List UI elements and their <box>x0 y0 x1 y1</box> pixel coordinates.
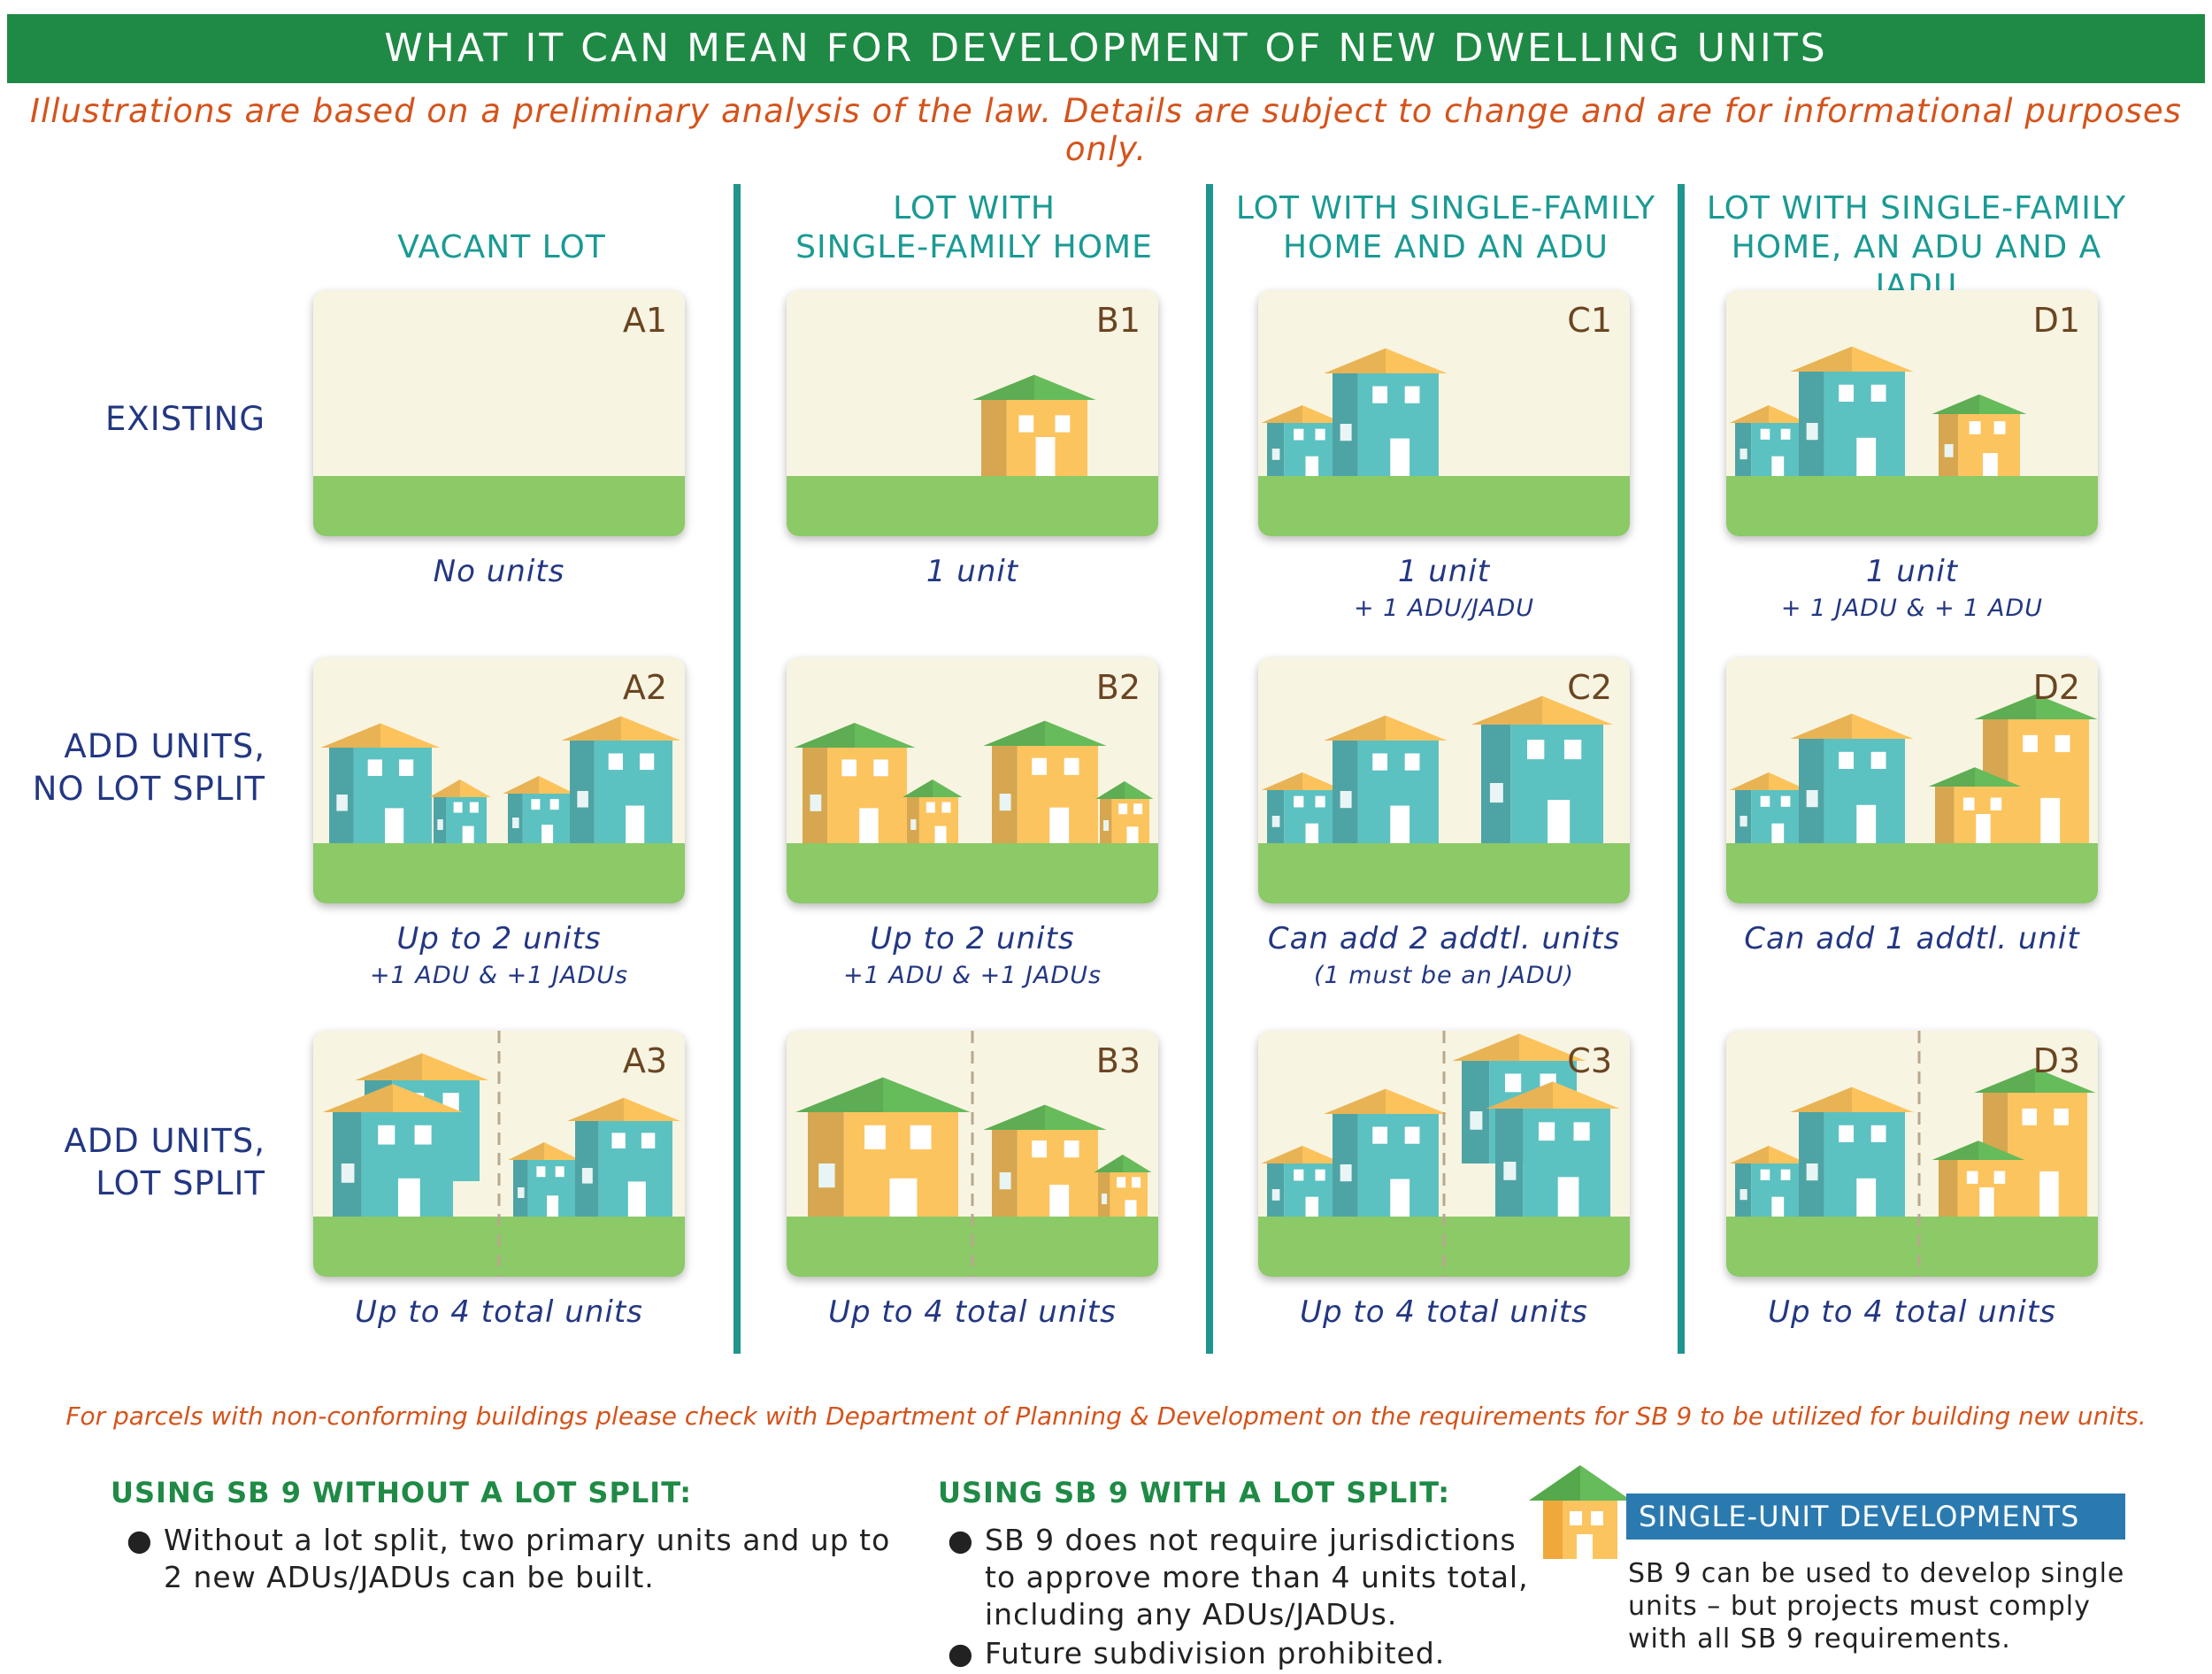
card-b3: B3 <box>787 1031 1158 1277</box>
card-subcaption: +1 ADU & +1 JADUs <box>842 962 1102 989</box>
card-label: D3 <box>2032 1041 2080 1080</box>
house-icon <box>1324 715 1448 843</box>
card-caption: 1 unit <box>1865 554 1959 589</box>
card-label: B1 <box>1095 301 1141 340</box>
column-header-vacant-lot: VACANT LOT <box>397 229 606 265</box>
card-label: C3 <box>1567 1041 1612 1080</box>
card-label: B3 <box>1095 1041 1141 1080</box>
card-caption: No units <box>433 554 565 589</box>
row-header-add-units-lot-split: ADD UNITS, LOT SPLIT <box>64 1122 265 1202</box>
house-icon <box>794 723 916 843</box>
card-subcaption: + 1 ADU/JADU <box>1353 595 1535 622</box>
house-icon <box>972 374 1096 476</box>
house-icon <box>1729 1146 1809 1217</box>
card-caption: Up to 4 total units <box>1768 1294 2056 1330</box>
card-b1: B1 <box>787 290 1158 536</box>
card-caption: Up to 4 total units <box>1300 1294 1588 1330</box>
card-caption: 1 unit <box>926 554 1019 589</box>
footnote: For parcels with non-conforming building… <box>65 1401 2147 1431</box>
house-icon <box>1790 1087 1914 1217</box>
without-split-bullet: ● Without a lot split, two primary units… <box>127 1523 891 1594</box>
single-unit-heading: SINGLE-UNIT DEVELOPMENTS <box>1626 1494 2125 1540</box>
card-caption: Up to 4 total units <box>355 1294 643 1330</box>
row-header-add-units-no-split: ADD UNITS, NO LOT SPLIT <box>32 727 265 808</box>
card-c3: C3 <box>1258 1031 1630 1277</box>
card-caption: 1 unit <box>1397 554 1491 589</box>
card-label: C2 <box>1567 668 1612 707</box>
card-caption: Can add 1 addtl. unit <box>1744 921 2080 956</box>
house-icon <box>1095 781 1154 843</box>
column-header-single-family-home: LOT WITH SINGLE-FAMILY HOME <box>795 190 1153 265</box>
card-caption: Can add 2 addtl. units <box>1267 921 1621 956</box>
card-d2: D2 <box>1726 657 2098 903</box>
column-header-home-adu-jadu: LOT WITH SINGLE-FAMILY HOME, AN ADU AND A… <box>1706 190 2127 304</box>
house-icon <box>320 723 441 843</box>
card-caption: Up to 4 total units <box>828 1294 1117 1330</box>
card-b2: B2 <box>787 657 1158 903</box>
house-icon <box>508 1142 580 1217</box>
without-split-heading: USING SB 9 WITHOUT A LOT SPLIT: <box>111 1476 693 1509</box>
column-divider <box>733 184 741 1354</box>
single-house-icon <box>1529 1465 1632 1559</box>
card-label: D1 <box>2032 301 2080 340</box>
disclaimer: Illustrations are based on a preliminary… <box>30 92 2182 168</box>
card-label: A1 <box>622 301 667 340</box>
card-label: C1 <box>1567 301 1612 340</box>
house-icon <box>1932 1140 2025 1217</box>
card-label: A2 <box>622 668 667 707</box>
house-icon <box>1261 1146 1344 1217</box>
house-icon <box>1729 772 1809 843</box>
card-subcaption: (1 must be an JADU) <box>1313 962 1575 989</box>
with-split-bullet-2: ● Future subdivision prohibited. <box>948 1636 1446 1670</box>
card-subcaption: + 1 JADU & + 1 ADU <box>1780 595 2044 622</box>
card-label: A3 <box>622 1041 667 1080</box>
house-icon <box>1974 694 2098 843</box>
card-c1: C1 <box>1258 290 1630 536</box>
card-d3: D3 <box>1726 1031 2098 1277</box>
card-a2: A2 <box>313 657 685 903</box>
house-icon <box>1486 1081 1620 1217</box>
card-a3: A3 <box>313 1031 685 1277</box>
house-icon <box>902 779 963 843</box>
with-split-heading: USING SB 9 WITH A LOT SPLIT: <box>938 1476 1451 1509</box>
house-icon <box>1471 695 1614 843</box>
card-caption: Up to 2 units <box>396 921 602 956</box>
row-header-existing: EXISTING <box>105 400 265 438</box>
with-split-bullet-1: ● SB 9 does not require jurisdictions to… <box>948 1523 1529 1632</box>
house-icon <box>503 776 575 843</box>
house-icon <box>1790 346 1914 476</box>
card-label: D2 <box>2032 668 2080 707</box>
card-d1: D1 <box>1726 290 2098 536</box>
card-a1: A1 <box>313 290 685 536</box>
house-icon <box>1261 772 1344 843</box>
house-icon <box>1790 713 1914 843</box>
single-unit-text: SB 9 can be used to develop single units… <box>1628 1558 2125 1655</box>
house-icon <box>983 720 1107 843</box>
column-divider <box>1206 184 1213 1354</box>
card-c2: C2 <box>1258 657 1630 903</box>
house-icon <box>1932 394 2027 476</box>
house-icon <box>1928 767 2022 843</box>
card-subcaption: +1 ADU & +1 JADUs <box>369 962 629 989</box>
house-icon <box>795 1077 971 1217</box>
column-divider <box>1678 184 1685 1354</box>
house-icon <box>323 1084 463 1217</box>
house-icon <box>567 1097 680 1217</box>
house-icon <box>1324 1088 1448 1217</box>
house-icon <box>1261 405 1344 476</box>
page-title: WHAT IT CAN MEAN FOR DEVELOPMENT OF NEW … <box>7 14 2205 83</box>
house-icon <box>1324 348 1448 476</box>
house-icon <box>561 716 681 843</box>
house-icon <box>429 779 491 843</box>
card-caption: Up to 2 units <box>870 921 1075 956</box>
card-label: B2 <box>1095 668 1141 707</box>
column-header-home-and-adu: LOT WITH SINGLE-FAMILY HOME AND AN ADU <box>1235 190 1656 265</box>
house-icon <box>1094 1155 1152 1217</box>
house-icon <box>983 1104 1107 1217</box>
